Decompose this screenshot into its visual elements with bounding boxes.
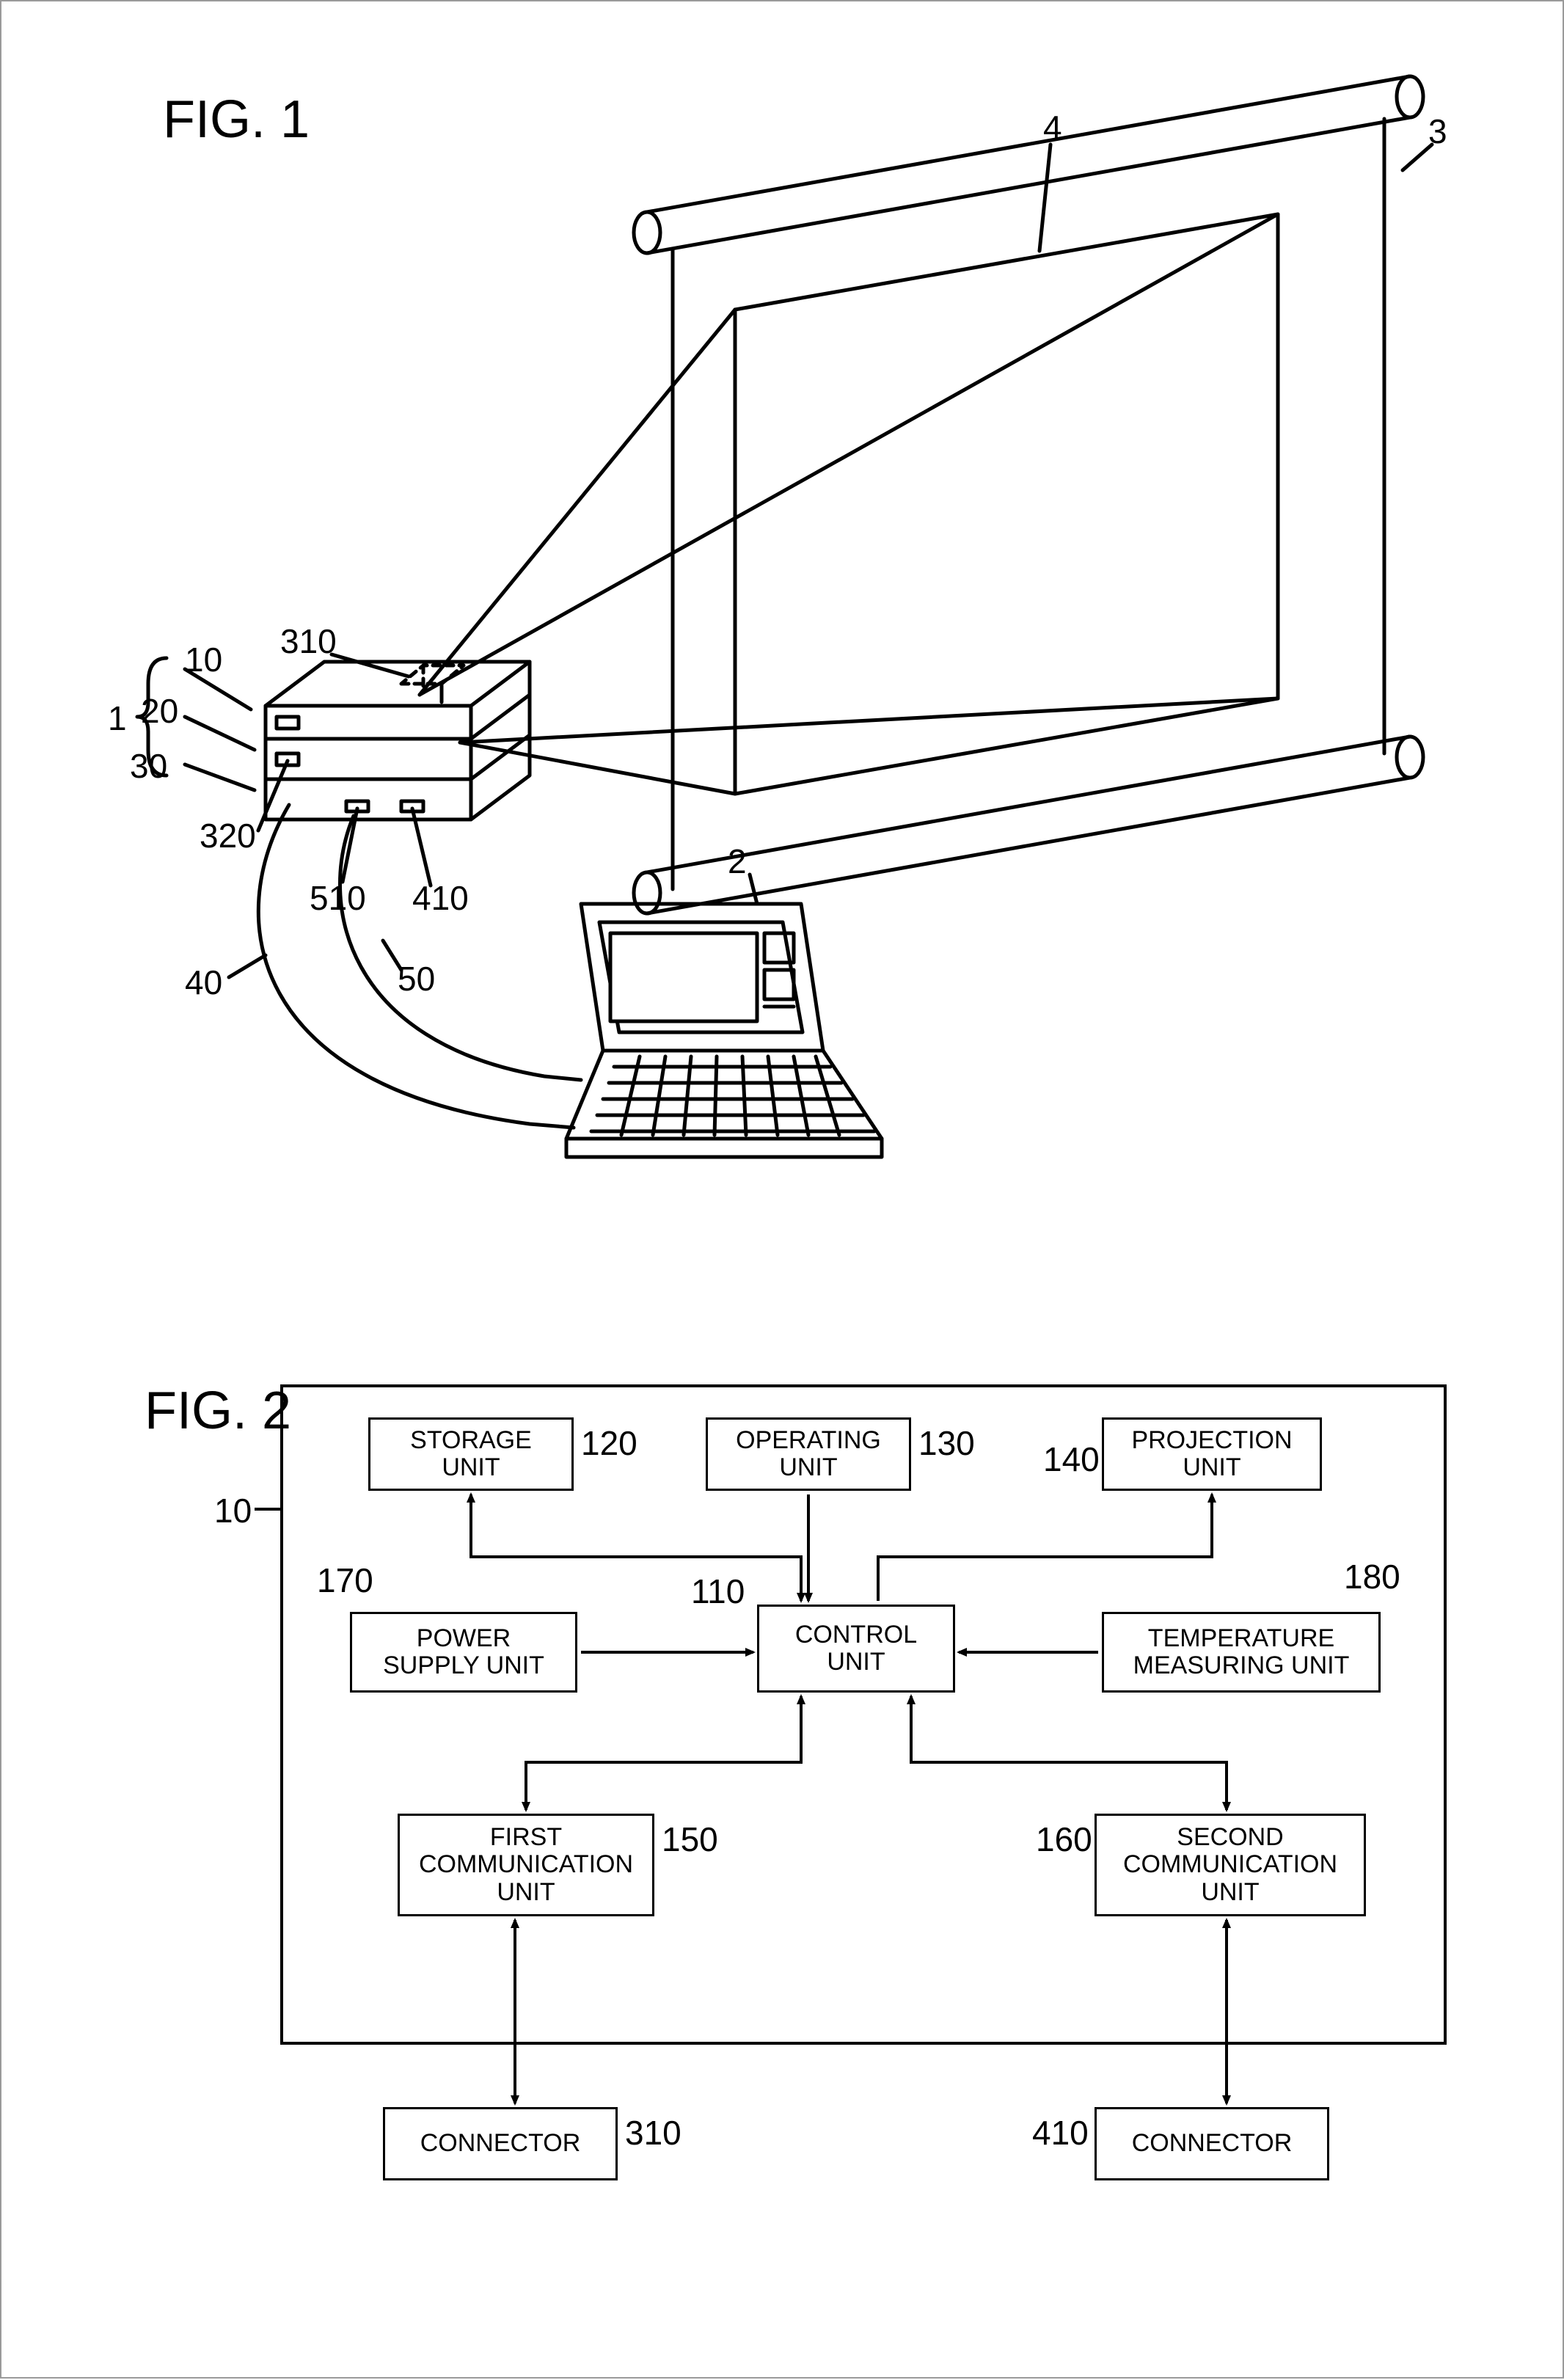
fig2-label-160: 160 bbox=[1036, 1819, 1092, 1859]
fig1-label-1: 1 bbox=[108, 698, 127, 738]
fig1-label-10: 10 bbox=[185, 640, 222, 679]
fig2-label-120: 120 bbox=[581, 1423, 637, 1463]
box-storage: STORAGEUNIT bbox=[368, 1417, 574, 1491]
fig1-label-320: 320 bbox=[200, 816, 256, 855]
fig2-label-10: 10 bbox=[214, 1491, 252, 1530]
fig1-label-50: 50 bbox=[398, 959, 435, 999]
fig1-label-20: 20 bbox=[141, 691, 178, 731]
box-connector-right-fix: CONNECTOR bbox=[1095, 2107, 1329, 2180]
fig2-label-110: 110 bbox=[691, 1572, 745, 1611]
box-first-comm-label: FIRSTCOMMUNICATIONUNIT bbox=[419, 1824, 633, 1906]
fig2-label-130: 130 bbox=[918, 1423, 975, 1463]
box-connector-left: CONNECTOR bbox=[383, 2107, 618, 2180]
fig2-label-410: 410 bbox=[1032, 2113, 1089, 2153]
box-operating: OPERATINGUNIT bbox=[706, 1417, 911, 1491]
fig2-label-310: 310 bbox=[625, 2113, 681, 2153]
box-connector-left-label: CONNECTOR bbox=[420, 2130, 581, 2157]
fig1-label-30: 30 bbox=[130, 746, 167, 786]
fig1-label-2: 2 bbox=[728, 842, 747, 881]
fig1-svg bbox=[1, 1, 1564, 1322]
fig2-label-140: 140 bbox=[1043, 1439, 1100, 1479]
box-second-comm: SECONDCOMMUNICATIONUNIT bbox=[1095, 1814, 1366, 1916]
box-control-label: CONTROLUNIT bbox=[795, 1621, 917, 1676]
box-projection-label: PROJECTIONUNIT bbox=[1131, 1427, 1292, 1482]
fig1-label-40: 40 bbox=[185, 963, 222, 1002]
box-first-comm: FIRSTCOMMUNICATIONUNIT bbox=[398, 1814, 654, 1916]
fig1-label-310: 310 bbox=[280, 621, 337, 661]
box-control: CONTROLUNIT bbox=[757, 1605, 955, 1693]
fig2-title: FIG. 2 bbox=[145, 1381, 291, 1441]
box-power: POWERSUPPLY UNIT bbox=[350, 1612, 577, 1693]
box-connector-right-label2: CONNECTOR bbox=[1132, 2130, 1293, 2157]
fig2-label-180: 180 bbox=[1344, 1557, 1400, 1596]
fig1-label-510: 510 bbox=[310, 878, 366, 918]
page: FIG. 1 bbox=[0, 0, 1564, 2379]
box-projection: PROJECTIONUNIT bbox=[1102, 1417, 1322, 1491]
box-second-comm-label: SECONDCOMMUNICATIONUNIT bbox=[1123, 1824, 1337, 1906]
box-temperature: TEMPERATUREMEASURING UNIT bbox=[1102, 1612, 1381, 1693]
fig2-label-170: 170 bbox=[317, 1560, 373, 1600]
box-temperature-label: TEMPERATUREMEASURING UNIT bbox=[1133, 1625, 1350, 1680]
fig1-label-3: 3 bbox=[1428, 112, 1447, 151]
fig2-label-150: 150 bbox=[662, 1819, 718, 1859]
fig1-label-4: 4 bbox=[1043, 108, 1062, 147]
fig1-label-410: 410 bbox=[412, 878, 469, 918]
box-power-label: POWERSUPPLY UNIT bbox=[383, 1625, 544, 1680]
box-storage-label: STORAGEUNIT bbox=[410, 1427, 532, 1482]
box-operating-label: OPERATINGUNIT bbox=[736, 1427, 881, 1482]
